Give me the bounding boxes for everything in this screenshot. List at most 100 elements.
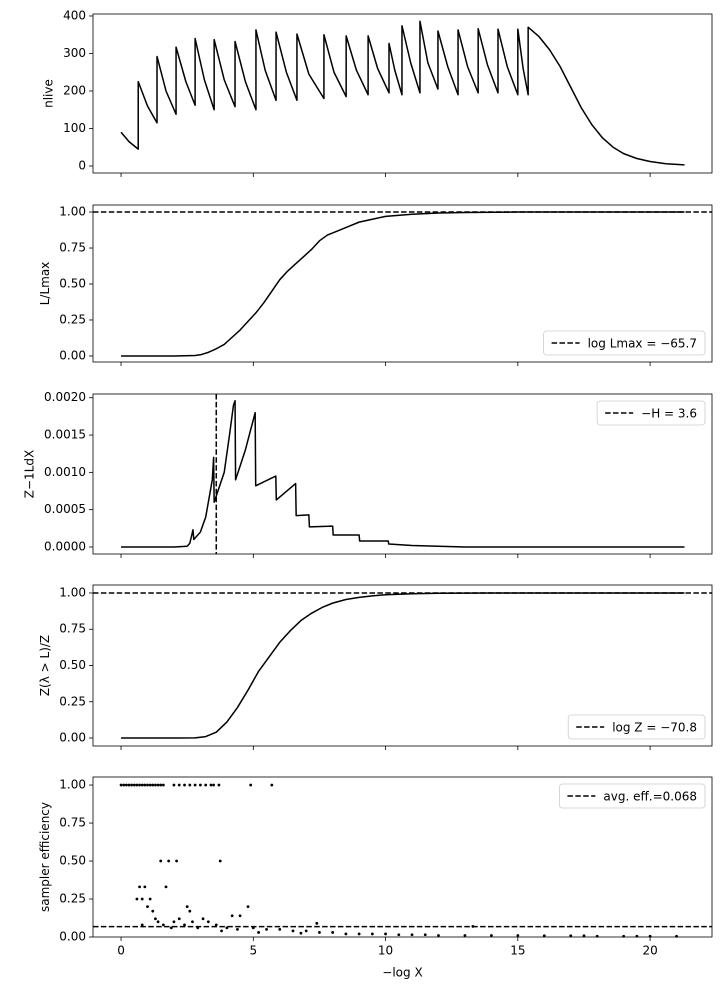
scatter-point [270,783,274,787]
scatter-point [218,859,222,863]
scatter-point [177,917,181,921]
y-tick-label: 0.25 [59,312,86,326]
scatter-point [249,783,253,787]
x-axis-label: −log X [382,966,422,980]
y-tick-label: 0.0010 [44,465,86,479]
y-tick-label: 0.0000 [44,539,86,553]
scatter-point [246,905,250,909]
legend: log Z = −70.8 [567,714,706,740]
scatter-point [236,928,239,931]
scatter-point [225,926,229,930]
scatter-point [201,917,205,921]
y-tick-label: 0.75 [59,241,86,255]
scatter-point [161,923,165,927]
scatter-point [238,914,242,918]
legend-label: −H = 3.6 [641,407,697,421]
scatter-point [370,932,374,936]
scatter-point [265,928,268,931]
scatter-point [315,921,319,925]
scatter-point [143,783,147,787]
scatter-point [143,885,147,889]
scatter-point [220,929,223,933]
scatter-point [384,932,387,936]
y-tick-label: 0.00 [59,348,86,362]
data-line [120,20,685,166]
scatter-point [331,931,335,934]
y-tick-label: 400 [63,8,86,22]
y-tick-label: 0.50 [59,854,86,868]
y-tick-label: 0.0020 [44,390,86,404]
y-tick-label: 0.0015 [44,428,86,442]
x-tick-label: 0 [117,944,125,958]
scatter-point [151,909,155,913]
y-axis-label: Z(λ > L)/Z [38,635,52,696]
scatter-point [191,920,194,924]
y-axis-label: L/Lmax [38,262,52,306]
x-tick-label: 5 [249,944,257,958]
axes-frame [92,204,713,363]
scatter-point [206,920,210,924]
y-tick-label: 0.75 [59,816,86,830]
y-tick-label: 0.50 [59,658,86,672]
legend: log Lmax = −65.7 [543,330,706,356]
scatter-point [516,934,520,937]
scatter-point [122,783,126,787]
legend-box [543,330,706,356]
scatter-point [437,934,440,937]
scatter-point [127,783,131,787]
y-tick-label: 0.0005 [44,502,86,516]
scatter-point [357,932,361,936]
scatter-point [175,859,178,863]
scatter-point [156,920,160,924]
axes-frame [92,393,713,555]
scatter-point [135,897,139,901]
scatter-point [212,783,216,787]
scatter-point [204,783,208,787]
scatter-point [278,928,282,931]
y-tick-label: 200 [63,83,86,97]
legend: −H = 3.6 [596,400,706,426]
y-tick-label: 0.00 [59,731,86,745]
scatter-point [169,926,173,930]
scatter-point [198,783,202,787]
scatter-point [188,909,192,913]
y-tick-label: 300 [63,46,86,60]
legend: avg. eff.=0.068 [559,783,706,809]
scatter-point [119,783,123,787]
legend-box [567,714,706,740]
scatter-point [251,926,255,930]
scatter-point [177,783,181,787]
x-tick-label: 20 [642,944,657,958]
y-tick-label: 1.00 [59,585,86,599]
scatter-point [463,934,467,937]
y-tick-label: 0.75 [59,622,86,636]
scatter-point [140,923,144,927]
scatter-point [489,934,493,937]
y-tick-label: 1.00 [59,778,86,792]
scatter-point [138,885,141,889]
legend-box [559,783,706,809]
scatter-point [397,933,401,937]
y-tick-label: 0.25 [59,892,86,906]
scatter-point [167,859,171,863]
data-line [121,399,685,548]
scatter-point [154,783,157,787]
scatter-point [471,924,475,928]
scatter-point [410,933,414,937]
legend-label: log Z = −70.8 [612,721,697,735]
scatter-point [130,783,134,787]
scatter-point [569,934,573,938]
y-tick-label: 1.00 [59,205,86,219]
scatter-point [344,932,348,936]
scatter-point [304,929,308,933]
scatter-point [159,783,163,787]
scatter-point [230,914,234,918]
axes-frame [92,584,713,747]
scatter-point [183,783,186,787]
x-tick-label: 10 [378,944,393,958]
scatter-point [193,783,197,787]
y-axis-label: sampler efficiency [38,802,52,912]
data-line [121,592,685,739]
legend-box [596,400,706,426]
